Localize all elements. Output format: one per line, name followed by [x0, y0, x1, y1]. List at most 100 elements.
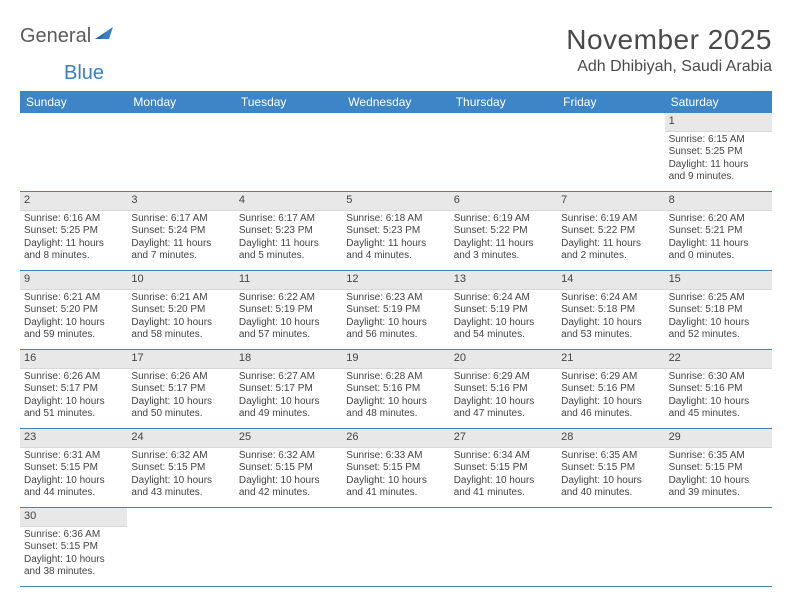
- day-cell: 13Sunrise: 6:24 AMSunset: 5:19 PMDayligh…: [450, 271, 557, 349]
- day-number: 6: [450, 192, 557, 211]
- daylight-line: and 7 minutes.: [131, 250, 230, 263]
- day-cell: 20Sunrise: 6:29 AMSunset: 5:16 PMDayligh…: [450, 350, 557, 428]
- day-number: 3: [127, 192, 234, 211]
- sunset-line: Sunset: 5:15 PM: [24, 462, 123, 475]
- day-number: 28: [557, 429, 664, 448]
- empty-cell: [665, 508, 772, 586]
- day-number: 13: [450, 271, 557, 290]
- day-number: 12: [342, 271, 449, 290]
- sunrise-line: Sunrise: 6:35 AM: [561, 450, 660, 463]
- day-body: Sunrise: 6:36 AMSunset: 5:15 PMDaylight:…: [20, 527, 127, 583]
- day-body: Sunrise: 6:29 AMSunset: 5:16 PMDaylight:…: [557, 369, 664, 425]
- sunrise-line: Sunrise: 6:31 AM: [24, 450, 123, 463]
- sunset-line: Sunset: 5:19 PM: [346, 304, 445, 317]
- day-number: 29: [665, 429, 772, 448]
- daylight-line: Daylight: 10 hours: [24, 475, 123, 488]
- sunset-line: Sunset: 5:16 PM: [454, 383, 553, 396]
- daylight-line: and 44 minutes.: [24, 487, 123, 500]
- sunset-line: Sunset: 5:16 PM: [669, 383, 768, 396]
- day-cell: 19Sunrise: 6:28 AMSunset: 5:16 PMDayligh…: [342, 350, 449, 428]
- sunrise-line: Sunrise: 6:22 AM: [239, 292, 338, 305]
- sunrise-line: Sunrise: 6:24 AM: [454, 292, 553, 305]
- daylight-line: and 46 minutes.: [561, 408, 660, 421]
- daylight-line: Daylight: 10 hours: [561, 475, 660, 488]
- week-row: 9Sunrise: 6:21 AMSunset: 5:20 PMDaylight…: [20, 271, 772, 350]
- sunrise-line: Sunrise: 6:19 AM: [454, 213, 553, 226]
- daylight-line: Daylight: 10 hours: [561, 317, 660, 330]
- daylight-line: and 0 minutes.: [669, 250, 768, 263]
- day-body: Sunrise: 6:19 AMSunset: 5:22 PMDaylight:…: [557, 211, 664, 267]
- day-number: 16: [20, 350, 127, 369]
- daylight-line: and 3 minutes.: [454, 250, 553, 263]
- daylight-line: and 42 minutes.: [239, 487, 338, 500]
- daylight-line: Daylight: 10 hours: [454, 317, 553, 330]
- empty-cell: [450, 113, 557, 191]
- daylight-line: Daylight: 10 hours: [131, 396, 230, 409]
- daylight-line: and 53 minutes.: [561, 329, 660, 342]
- daylight-line: and 56 minutes.: [346, 329, 445, 342]
- sunrise-line: Sunrise: 6:32 AM: [131, 450, 230, 463]
- day-cell: 24Sunrise: 6:32 AMSunset: 5:15 PMDayligh…: [127, 429, 234, 507]
- daylight-line: and 51 minutes.: [24, 408, 123, 421]
- daylight-line: and 9 minutes.: [669, 171, 768, 184]
- day-body: Sunrise: 6:19 AMSunset: 5:22 PMDaylight:…: [450, 211, 557, 267]
- day-body: Sunrise: 6:23 AMSunset: 5:19 PMDaylight:…: [342, 290, 449, 346]
- empty-cell: [235, 508, 342, 586]
- daylight-line: Daylight: 10 hours: [24, 317, 123, 330]
- daylight-line: Daylight: 10 hours: [346, 317, 445, 330]
- sunrise-line: Sunrise: 6:17 AM: [239, 213, 338, 226]
- sunset-line: Sunset: 5:18 PM: [561, 304, 660, 317]
- day-body: Sunrise: 6:15 AMSunset: 5:25 PMDaylight:…: [665, 132, 772, 188]
- day-cell: 4Sunrise: 6:17 AMSunset: 5:23 PMDaylight…: [235, 192, 342, 270]
- day-cell: 29Sunrise: 6:35 AMSunset: 5:15 PMDayligh…: [665, 429, 772, 507]
- day-number: 23: [20, 429, 127, 448]
- empty-cell: [127, 508, 234, 586]
- day-number: 2: [20, 192, 127, 211]
- sunset-line: Sunset: 5:20 PM: [131, 304, 230, 317]
- sunset-line: Sunset: 5:24 PM: [131, 225, 230, 238]
- daylight-line: Daylight: 10 hours: [346, 475, 445, 488]
- daylight-line: and 47 minutes.: [454, 408, 553, 421]
- daylight-line: and 59 minutes.: [24, 329, 123, 342]
- daylight-line: Daylight: 10 hours: [669, 317, 768, 330]
- daylight-line: and 41 minutes.: [346, 487, 445, 500]
- daylight-line: and 48 minutes.: [346, 408, 445, 421]
- sunset-line: Sunset: 5:22 PM: [454, 225, 553, 238]
- sunrise-line: Sunrise: 6:32 AM: [239, 450, 338, 463]
- sunset-line: Sunset: 5:15 PM: [561, 462, 660, 475]
- weekday-header-row: SundayMondayTuesdayWednesdayThursdayFrid…: [20, 91, 772, 113]
- day-cell: 28 Sunrise: 6:35 AMSunset: 5:15 PMDayligh…: [557, 429, 664, 507]
- daylight-line: Daylight: 11 hours: [454, 238, 553, 251]
- daylight-line: and 41 minutes.: [454, 487, 553, 500]
- daylight-line: Daylight: 10 hours: [131, 317, 230, 330]
- day-body: Sunrise: 6:21 AMSunset: 5:20 PMDaylight:…: [20, 290, 127, 346]
- day-cell: 3Sunrise: 6:17 AMSunset: 5:24 PMDaylight…: [127, 192, 234, 270]
- daylight-line: Daylight: 10 hours: [454, 396, 553, 409]
- day-cell: 11Sunrise: 6:22 AMSunset: 5:19 PMDayligh…: [235, 271, 342, 349]
- logo-text-general: General: [20, 25, 91, 48]
- daylight-line: Daylight: 11 hours: [346, 238, 445, 251]
- sunset-line: Sunset: 5:23 PM: [239, 225, 338, 238]
- sunrise-line: Sunrise: 6:23 AM: [346, 292, 445, 305]
- daylight-line: Daylight: 10 hours: [239, 396, 338, 409]
- daylight-line: and 57 minutes.: [239, 329, 338, 342]
- day-number: 24: [127, 429, 234, 448]
- day-cell: 18Sunrise: 6:27 AMSunset: 5:17 PMDayligh…: [235, 350, 342, 428]
- logo-flag-icon: [95, 24, 115, 47]
- day-cell: 10Sunrise: 6:21 AMSunset: 5:20 PMDayligh…: [127, 271, 234, 349]
- sunrise-line: Sunrise: 6:28 AM: [346, 371, 445, 384]
- day-body: Sunrise: 6:20 AMSunset: 5:21 PMDaylight:…: [665, 211, 772, 267]
- day-number: 30: [20, 508, 127, 527]
- day-number: 21: [557, 350, 664, 369]
- day-number: 1: [665, 113, 772, 132]
- empty-cell: [235, 113, 342, 191]
- daylight-line: Daylight: 11 hours: [669, 238, 768, 251]
- sunrise-line: Sunrise: 6:29 AM: [561, 371, 660, 384]
- sunset-line: Sunset: 5:16 PM: [346, 383, 445, 396]
- sunrise-line: Sunrise: 6:16 AM: [24, 213, 123, 226]
- day-number: 18: [235, 350, 342, 369]
- sunrise-line: Sunrise: 6:29 AM: [454, 371, 553, 384]
- day-cell: 15Sunrise: 6:25 AMSunset: 5:18 PMDayligh…: [665, 271, 772, 349]
- day-cell: 7Sunrise: 6:19 AMSunset: 5:22 PMDaylight…: [557, 192, 664, 270]
- weekday-wednesday: Wednesday: [342, 91, 449, 113]
